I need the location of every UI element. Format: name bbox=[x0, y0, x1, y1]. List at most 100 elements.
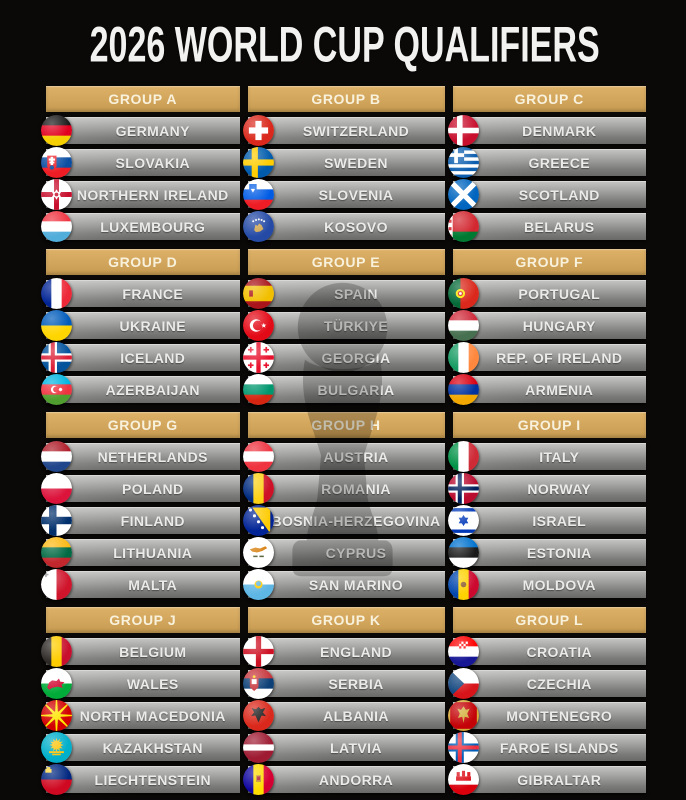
country-flag-icon bbox=[41, 569, 72, 600]
country-flag-icon bbox=[242, 374, 274, 405]
team-name: GIBRALTAR bbox=[517, 772, 602, 788]
country-flag-icon bbox=[242, 278, 274, 309]
team-name: FRANCE bbox=[122, 286, 184, 302]
country-flag-icon bbox=[447, 115, 479, 146]
country-flag-icon bbox=[41, 147, 72, 178]
country-flag-icon bbox=[447, 310, 479, 341]
team-name: SWEDEN bbox=[324, 155, 388, 171]
group-header: GROUP G bbox=[46, 412, 240, 438]
team-row: FRANCE bbox=[41, 278, 240, 309]
group-card: GROUP J BELGIUM WALES NORTH MACEDONIA KA… bbox=[41, 607, 240, 795]
country-flag-icon bbox=[41, 537, 72, 568]
country-flag-icon bbox=[41, 668, 72, 699]
group-title: GROUP E bbox=[311, 254, 381, 270]
group-title: GROUP J bbox=[109, 612, 177, 628]
team-name: SWITZERLAND bbox=[302, 123, 410, 139]
country-flag-icon bbox=[242, 668, 274, 699]
team-row: SERBIA bbox=[242, 668, 445, 699]
group-card: GROUP C DENMARK GREECE SCOTLAND BELARUS bbox=[447, 86, 646, 242]
country-flag-icon bbox=[447, 569, 479, 600]
group-header: GROUP B bbox=[247, 86, 445, 112]
team-name: NORTHERN IRELAND bbox=[76, 187, 229, 203]
team-name: GERMANY bbox=[115, 123, 190, 139]
country-flag-icon bbox=[447, 179, 479, 210]
team-name: LITHUANIA bbox=[113, 545, 193, 561]
team-name: ROMANIA bbox=[321, 481, 391, 497]
page-title: 2026 WORLD CUP QUALIFIERS bbox=[89, 15, 600, 73]
team-row: UKRAINE bbox=[41, 310, 240, 341]
team-row: ARMENIA bbox=[447, 374, 646, 405]
country-flag-icon bbox=[447, 668, 479, 699]
team-row: GEORGIA bbox=[242, 342, 445, 373]
group-card: GROUP A GERMANY SLOVAKIA NORTHERN IRELAN… bbox=[41, 86, 240, 242]
team-row: WALES bbox=[41, 668, 240, 699]
country-flag-icon bbox=[242, 569, 274, 600]
team-row: ISRAEL bbox=[447, 505, 646, 536]
country-flag-icon bbox=[41, 179, 72, 210]
team-row: FINLAND bbox=[41, 505, 240, 536]
group-header: GROUP C bbox=[452, 86, 646, 112]
country-flag-icon bbox=[447, 278, 479, 309]
team-name: GEORGIA bbox=[321, 350, 391, 366]
country-flag-icon bbox=[242, 441, 274, 472]
group-title: GROUP L bbox=[515, 612, 584, 628]
team-list: SPAIN TÜRKIYE GEORGIA BULGARIA bbox=[242, 278, 445, 405]
country-flag-icon bbox=[41, 374, 72, 405]
group-header: GROUP I bbox=[452, 412, 646, 438]
team-row: LITHUANIA bbox=[41, 537, 240, 568]
country-flag-icon bbox=[447, 732, 479, 763]
team-name: NORWAY bbox=[527, 481, 592, 497]
team-name: NETHERLANDS bbox=[97, 449, 208, 465]
team-name: LUXEMBOURG bbox=[100, 219, 206, 235]
team-name: MOLDOVA bbox=[522, 577, 596, 593]
team-row: BULGARIA bbox=[242, 374, 445, 405]
country-flag-icon bbox=[447, 147, 479, 178]
team-name: FAROE ISLANDS bbox=[499, 740, 619, 756]
team-row: NETHERLANDS bbox=[41, 441, 240, 472]
group-title: GROUP G bbox=[107, 417, 178, 433]
team-row: LATVIA bbox=[242, 732, 445, 763]
team-row: ESTONIA bbox=[447, 537, 646, 568]
team-row: BELARUS bbox=[447, 211, 646, 242]
team-list: FRANCE UKRAINE ICELAND AZERBAIJAN bbox=[41, 278, 240, 405]
team-row: ROMANIA bbox=[242, 473, 445, 504]
team-row: NORTHERN IRELAND bbox=[41, 179, 240, 210]
team-row: GIBRALTAR bbox=[447, 764, 646, 795]
country-flag-icon bbox=[41, 310, 72, 341]
team-row: SWITZERLAND bbox=[242, 115, 445, 146]
team-name: KOSOVO bbox=[324, 219, 388, 235]
team-row: AUSTRIA bbox=[242, 441, 445, 472]
team-row: SPAIN bbox=[242, 278, 445, 309]
group-header: GROUP H bbox=[247, 412, 445, 438]
team-row: GERMANY bbox=[41, 115, 240, 146]
team-row: FAROE ISLANDS bbox=[447, 732, 646, 763]
team-name: CZECHIA bbox=[526, 676, 592, 692]
country-flag-icon bbox=[242, 342, 274, 373]
team-name: MALTA bbox=[128, 577, 178, 593]
country-flag-icon bbox=[242, 473, 274, 504]
team-row: MALTA bbox=[41, 569, 240, 600]
team-name: AZERBAIJAN bbox=[105, 382, 200, 398]
country-flag-icon bbox=[447, 473, 479, 504]
country-flag-icon bbox=[41, 115, 72, 146]
team-list: DENMARK GREECE SCOTLAND BELARUS bbox=[447, 115, 646, 242]
team-name: UKRAINE bbox=[119, 318, 187, 334]
team-list: ENGLAND SERBIA ALBANIA LATVIA ANDORRA bbox=[242, 636, 445, 795]
team-name: TÜRKIYE bbox=[323, 318, 389, 334]
country-flag-icon bbox=[242, 505, 274, 536]
team-row: SWEDEN bbox=[242, 147, 445, 178]
group-card: GROUP B SWITZERLAND SWEDEN SLOVENIA KOSO… bbox=[242, 86, 445, 242]
team-name: LATVIA bbox=[330, 740, 382, 756]
team-name: ALBANIA bbox=[323, 708, 389, 724]
team-name: AUSTRIA bbox=[323, 449, 389, 465]
team-name: FINLAND bbox=[120, 513, 185, 529]
team-list: PORTUGAL HUNGARY REP. OF IRELAND ARMENIA bbox=[447, 278, 646, 405]
team-name: ENGLAND bbox=[319, 644, 393, 660]
team-row: BELGIUM bbox=[41, 636, 240, 667]
country-flag-icon bbox=[447, 505, 479, 536]
team-name: POLAND bbox=[121, 481, 184, 497]
team-list: NETHERLANDS POLAND FINLAND LITHUANIA MAL… bbox=[41, 441, 240, 600]
team-list: SWITZERLAND SWEDEN SLOVENIA KOSOVO bbox=[242, 115, 445, 242]
team-row: HUNGARY bbox=[447, 310, 646, 341]
team-row: SLOVAKIA bbox=[41, 147, 240, 178]
